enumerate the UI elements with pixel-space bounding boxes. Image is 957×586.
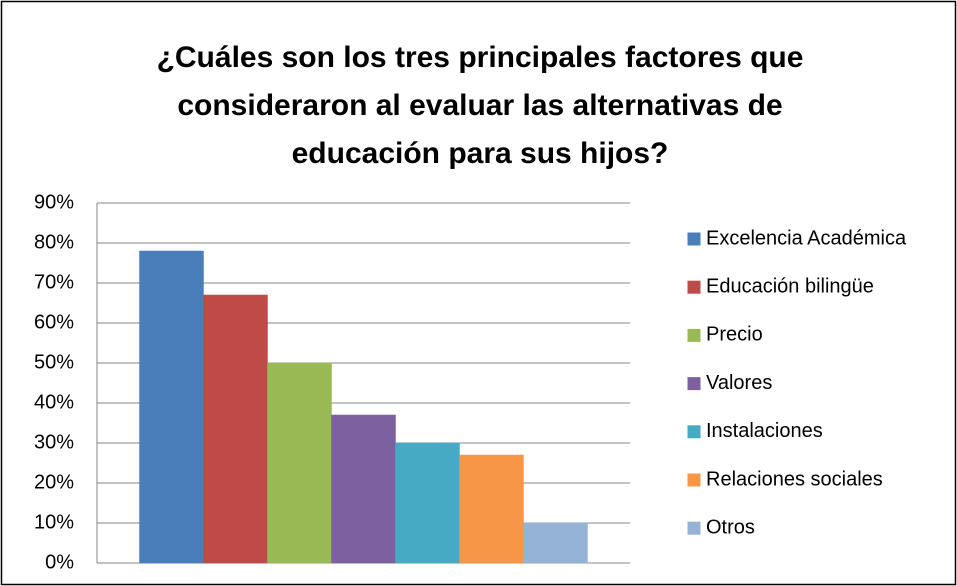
y-tick-label: 80% bbox=[34, 231, 74, 253]
y-tick-label: 70% bbox=[34, 271, 74, 293]
y-tick-label: 20% bbox=[34, 471, 74, 493]
legend-label: Valores bbox=[706, 372, 772, 394]
legend-swatch bbox=[687, 377, 701, 391]
y-tick-label: 90% bbox=[34, 191, 74, 213]
legend-label: Instalaciones bbox=[706, 420, 823, 442]
bar bbox=[459, 454, 524, 564]
bar bbox=[331, 414, 396, 564]
legend-swatch bbox=[687, 521, 701, 535]
legend-label: Excelencia Académica bbox=[706, 227, 907, 249]
legend-swatch bbox=[687, 425, 701, 439]
bar bbox=[203, 294, 268, 564]
y-tick-label: 0% bbox=[45, 551, 74, 573]
bar bbox=[523, 522, 588, 564]
y-tick-label: 10% bbox=[34, 511, 74, 533]
legend-label: Otros bbox=[706, 516, 755, 538]
legend-swatch bbox=[687, 473, 701, 487]
y-tick-label: 50% bbox=[34, 351, 74, 373]
legend-label: Precio bbox=[706, 324, 763, 346]
y-tick-label: 60% bbox=[34, 311, 74, 333]
bar bbox=[395, 442, 460, 564]
bar bbox=[267, 362, 332, 564]
y-tick-label: 30% bbox=[34, 431, 74, 453]
bar bbox=[139, 250, 204, 564]
legend-label: Educación bilingüe bbox=[706, 275, 874, 297]
legend-swatch bbox=[687, 280, 701, 294]
y-tick-label: 40% bbox=[34, 391, 74, 413]
legend-swatch bbox=[687, 232, 701, 246]
chart-title: ¿Cuáles son los tres principales factore… bbox=[156, 41, 804, 170]
legend-swatch bbox=[687, 328, 701, 342]
legend-label: Relaciones sociales bbox=[706, 468, 883, 490]
